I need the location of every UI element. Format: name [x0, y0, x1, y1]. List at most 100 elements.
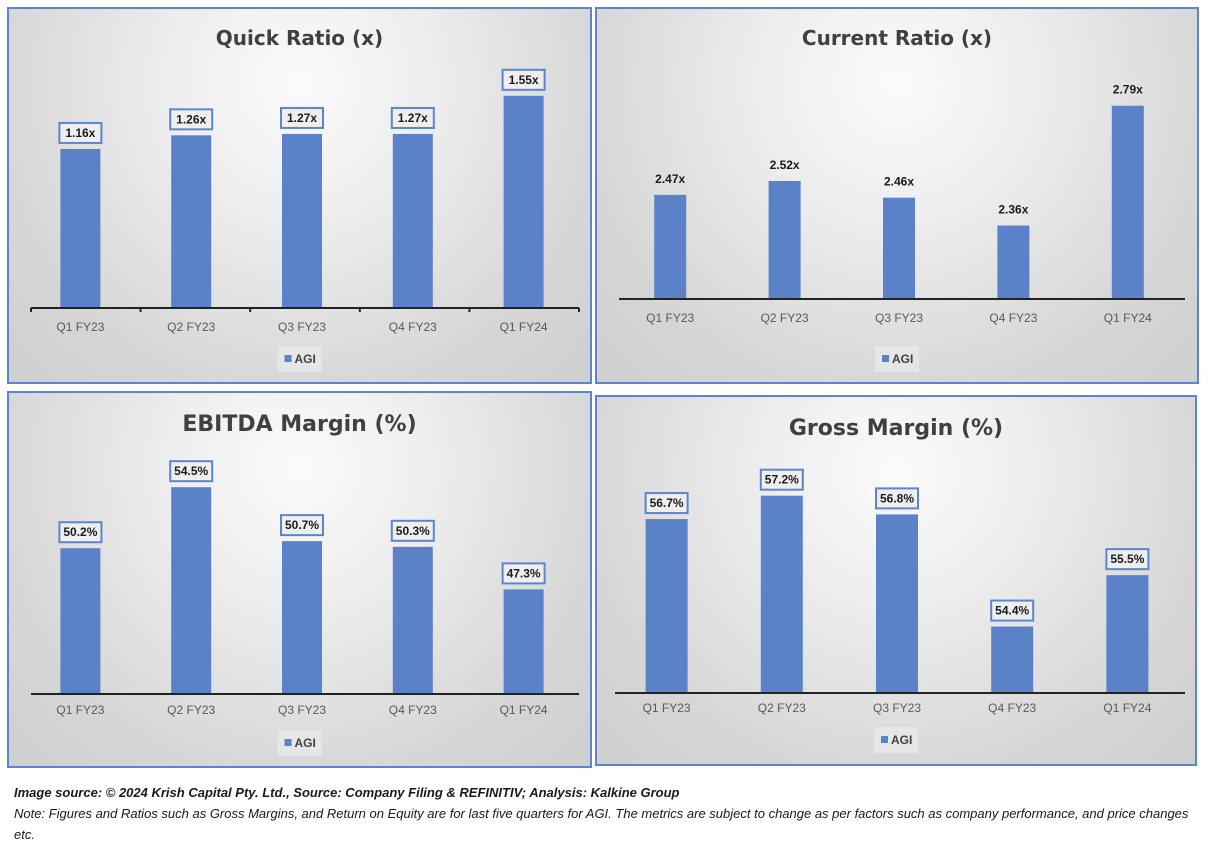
data-label: 54.5% — [174, 464, 208, 478]
data-label: 57.2% — [765, 473, 799, 487]
ebitda-margin-chart: EBITDA Margin (%) 50.2% Q1 FY23 54.5% Q2 FY2… — [7, 391, 592, 768]
x-tick-label: Q2 FY23 — [167, 703, 215, 717]
legend-swatch — [881, 736, 888, 743]
chart-title: EBITDA Margin (%) — [182, 412, 416, 437]
gross-margin-chart: Gross Margin (%) 56.7% Q1 FY23 57.2% Q2 FY23… — [595, 395, 1197, 766]
bar-q2-fy23 — [171, 135, 212, 307]
x-tick-label: Q1 FY23 — [56, 703, 104, 717]
bar-q2-fy23 — [171, 487, 212, 693]
data-label-box — [280, 514, 324, 537]
legend: AGI — [874, 727, 918, 753]
chart-title: Quick Ratio (x) — [216, 26, 383, 50]
ebitda-margin-chart-svg: EBITDA Margin (%) 50.2% Q1 FY23 54.5% Q2 FY2… — [31, 412, 579, 756]
x-tick-label: Q4 FY23 — [988, 701, 1036, 715]
legend-swatch — [284, 355, 292, 362]
bar-q4-fy23 — [392, 546, 433, 693]
bar-q2-fy23 — [768, 180, 801, 298]
x-tick-label: Q1 FY23 — [643, 701, 691, 715]
data-label-box — [990, 599, 1035, 622]
data-label-box — [1105, 548, 1150, 571]
data-label-box — [390, 106, 435, 129]
x-tick-label: Q4 FY23 — [389, 703, 437, 717]
data-label: 50.3% — [396, 524, 430, 538]
x-tick-label: Q1 FY23 — [646, 311, 694, 325]
current-ratio-chart: Current Ratio (x) 2.47x Q1 FY23 2.52x Q2 FY2… — [595, 7, 1199, 384]
legend-label: AGI — [891, 733, 912, 747]
data-label-box — [280, 106, 324, 129]
bar-q3-fy23 — [282, 541, 322, 693]
bar-q3-fy23 — [876, 514, 918, 692]
bar-q4-fy23 — [997, 225, 1030, 298]
data-label-box — [644, 492, 689, 515]
image-source-text: Image source: © 2024 Krish Capital Pty. … — [14, 785, 680, 800]
bar-q2-fy23 — [760, 495, 803, 692]
bar-q1-fy23 — [60, 548, 101, 693]
data-label: 2.79x — [1113, 83, 1143, 97]
data-label: 2.52x — [770, 158, 800, 172]
data-label: 50.2% — [63, 525, 97, 539]
data-label-box — [58, 521, 103, 544]
bar-q1-fy23 — [60, 148, 101, 307]
data-label: 1.27x — [398, 111, 428, 125]
quick-ratio-chart-svg: Quick Ratio (x) 1.16x Q1 FY23 1.26x Q2 FY23 1… — [30, 26, 580, 372]
data-label-box — [169, 108, 214, 131]
note-text: Note: Figures and Ratios such as Gross M… — [14, 806, 1189, 842]
data-label: 55.5% — [1110, 552, 1144, 566]
x-tick-label: Q4 FY23 — [989, 311, 1037, 325]
data-label-box — [501, 68, 546, 91]
quick-ratio-chart: Quick Ratio (x) 1.16x Q1 FY23 1.26x Q2 FY23 1… — [7, 7, 592, 384]
legend: AGI — [875, 346, 919, 372]
x-tick-label: Q1 FY24 — [1103, 701, 1151, 715]
data-label: 56.8% — [880, 491, 914, 505]
legend-swatch — [882, 355, 889, 362]
data-label-box — [58, 121, 103, 144]
bar-q1-fy24 — [1111, 105, 1144, 298]
data-label: 1.27x — [287, 111, 317, 125]
gross-margin-chart-svg: Gross Margin (%) 56.7% Q1 FY23 57.2% Q2 FY23… — [615, 416, 1185, 753]
data-label: 1.26x — [176, 112, 206, 126]
legend-label: AGI — [295, 736, 316, 750]
data-label: 2.36x — [998, 203, 1028, 217]
data-label: 2.47x — [655, 172, 685, 186]
data-label: 54.4% — [995, 604, 1029, 618]
current-ratio-chart-svg: Current Ratio (x) 2.47x Q1 FY23 2.52x Q2 FY2… — [619, 26, 1185, 372]
bar-q4-fy23 — [392, 133, 433, 307]
data-label-box — [759, 468, 804, 491]
x-tick-label: Q3 FY23 — [278, 320, 326, 334]
bar-q1-fy24 — [503, 589, 544, 693]
legend-label: AGI — [295, 352, 316, 366]
x-tick-label: Q2 FY23 — [758, 701, 806, 715]
x-tick-label: Q2 FY23 — [167, 320, 215, 334]
data-label-box — [501, 562, 546, 585]
data-label: 47.3% — [507, 566, 541, 580]
data-label: 1.55x — [509, 73, 539, 87]
data-label: 1.16x — [65, 126, 95, 140]
x-tick-label: Q1 FY23 — [56, 320, 104, 334]
bar-q1-fy23 — [654, 194, 687, 298]
legend: AGI — [277, 730, 322, 756]
x-tick-label: Q1 FY24 — [1104, 311, 1152, 325]
data-label: 2.46x — [884, 175, 914, 189]
data-label-box — [875, 487, 919, 510]
legend: AGI — [277, 346, 322, 372]
bar-q1-fy23 — [645, 519, 688, 692]
bar-q3-fy23 — [883, 197, 915, 298]
legend-swatch — [284, 739, 292, 746]
chart-title: Gross Margin (%) — [789, 416, 1003, 441]
footer: Image source: © 2024 Krish Capital Pty. … — [14, 782, 1194, 845]
x-tick-label: Q1 FY24 — [500, 703, 548, 717]
data-label: 50.7% — [285, 518, 319, 532]
chart-title: Current Ratio (x) — [802, 26, 992, 50]
bar-q1-fy24 — [503, 95, 544, 307]
x-tick-label: Q4 FY23 — [389, 320, 437, 334]
x-tick-label: Q3 FY23 — [875, 311, 923, 325]
x-tick-label: Q3 FY23 — [873, 701, 921, 715]
x-tick-label: Q1 FY24 — [500, 320, 548, 334]
bar-q3-fy23 — [282, 133, 322, 307]
bar-q4-fy23 — [991, 626, 1034, 692]
legend-label: AGI — [892, 352, 913, 366]
data-label-box — [169, 460, 214, 483]
x-tick-label: Q3 FY23 — [278, 703, 326, 717]
data-label: 56.7% — [650, 496, 684, 510]
x-tick-label: Q2 FY23 — [761, 311, 809, 325]
